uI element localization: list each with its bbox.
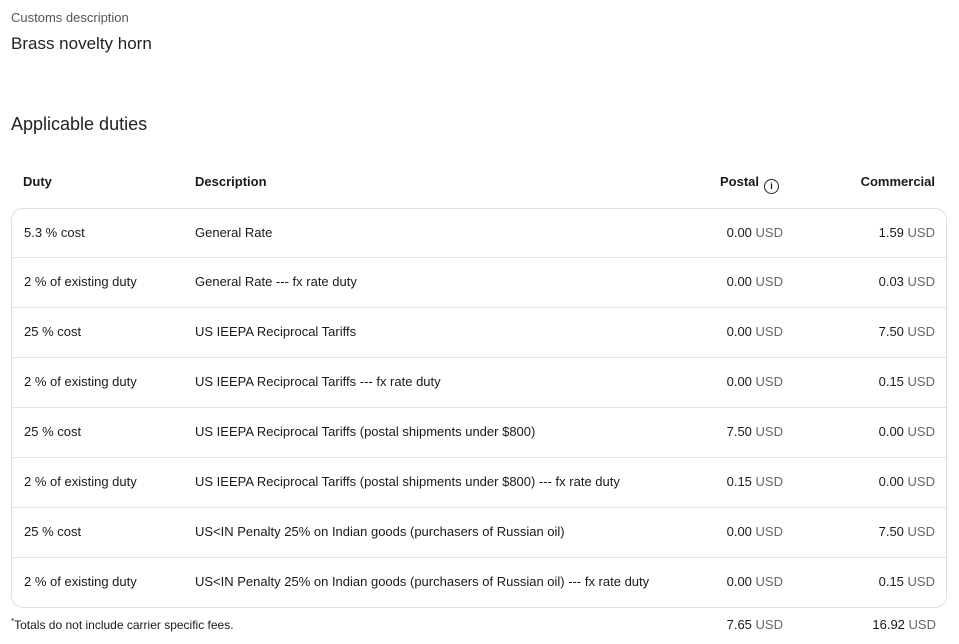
commercial-cell: 0.00 USD [879,424,935,439]
footnote-mark: * [11,617,15,626]
currency: USD [755,617,783,632]
postal-amount: 0.15 [726,474,752,489]
description-cell: US IEEPA Reciprocal Tariffs (postal ship… [195,424,536,439]
postal-cell: 7.50 USD [727,424,783,439]
currency: USD [755,374,783,389]
total-postal: 7.65 USD [727,617,783,632]
commercial-amount: 0.15 [878,574,904,589]
commercial-amount: 1.59 [878,225,904,240]
duty-cell: 25 % cost [24,424,82,439]
commercial-amount: 0.00 [878,474,904,489]
postal-amount: 0.00 [726,374,752,389]
description-cell: US IEEPA Reciprocal Tariffs (postal ship… [195,474,620,489]
footnote-text: Totals do not include carrier specific f… [14,618,234,632]
commercial-amount: 7.50 [878,524,904,539]
header-description: Description [195,174,267,189]
currency: USD [755,474,783,489]
currency: USD [907,324,935,339]
duties-table: 5.3 % cost General Rate 0.00 USD 1.59 USD 2 … [11,208,947,608]
total-postal-value: 7.65 [726,617,752,632]
currency: USD [907,424,935,439]
currency: USD [907,225,935,240]
total-commercial: 16.92 USD [872,617,936,632]
header-postal: Postal i [720,174,779,194]
postal-amount: 0.00 [726,524,752,539]
currency: USD [908,617,936,632]
postal-cell: 0.00 USD [727,324,783,339]
postal-cell: 0.00 USD [727,574,783,589]
postal-cell: 0.00 USD [727,274,783,289]
info-circle-icon[interactable]: i [764,179,779,194]
currency: USD [755,524,783,539]
description-cell: General Rate --- fx rate duty [195,274,357,289]
postal-amount: 7.50 [726,424,752,439]
postal-amount: 0.00 [726,274,752,289]
table-row: 25 % cost US IEEPA Reciprocal Tariffs (po… [12,407,946,457]
table-row: 2 % of existing duty US<IN Penalty 25% on… [12,557,946,607]
currency: USD [907,274,935,289]
table-row: 5.3 % cost General Rate 0.00 USD 1.59 USD [12,209,946,257]
commercial-cell: 0.00 USD [879,474,935,489]
postal-amount: 0.00 [726,225,752,240]
currency: USD [755,274,783,289]
table-row: 25 % cost US<IN Penalty 25% on Indian goo… [12,507,946,557]
header-commercial: Commercial [860,174,935,189]
postal-amount: 0.00 [726,574,752,589]
currency: USD [755,574,783,589]
currency: USD [907,524,935,539]
duty-cell: 2 % of existing duty [24,374,137,389]
footnote: *Totals do not include carrier specific … [11,617,234,632]
duty-cell: 25 % cost [24,324,82,339]
postal-cell: 0.00 USD [727,225,783,240]
table-row: 25 % cost US IEEPA Reciprocal Tariffs 0.00… [12,307,946,357]
header-postal-label: Postal [719,174,759,189]
commercial-cell: 1.59 USD [879,225,935,240]
description-cell: US IEEPA Reciprocal Tariffs [195,324,357,339]
postal-cell: 0.15 USD [727,474,783,489]
currency: USD [907,474,935,489]
currency: USD [907,374,935,389]
commercial-cell: 0.15 USD [879,574,935,589]
postal-cell: 0.00 USD [727,374,783,389]
description-cell: US<IN Penalty 25% on Indian goods (purch… [195,574,650,589]
table-row: 2 % of existing duty General Rate --- fx … [12,257,946,307]
currency: USD [907,574,935,589]
postal-amount: 0.00 [726,324,752,339]
table-row: 2 % of existing duty US IEEPA Reciprocal … [12,357,946,407]
total-commercial-value: 16.92 [872,617,905,632]
header-duty: Duty [23,174,52,189]
description-cell: General Rate [195,225,273,240]
duty-cell: 2 % of existing duty [24,274,137,289]
applicable-duties-heading: Applicable duties [11,114,148,134]
currency: USD [755,225,783,240]
customs-description-label: Customs description [11,10,129,25]
commercial-amount: 0.15 [878,374,904,389]
table-row: 2 % of existing duty US IEEPA Reciprocal … [12,457,946,507]
commercial-cell: 7.50 USD [879,524,935,539]
currency: USD [755,424,783,439]
table-header: Duty Description Postal i Commercial [11,174,947,194]
duty-cell: 2 % of existing duty [24,574,137,589]
description-cell: US IEEPA Reciprocal Tariffs --- fx rate … [195,374,441,389]
description-cell: US<IN Penalty 25% on Indian goods (purch… [195,524,565,539]
currency: USD [755,324,783,339]
commercial-cell: 7.50 USD [879,324,935,339]
commercial-cell: 0.03 USD [879,274,935,289]
commercial-amount: 0.03 [878,274,904,289]
customs-description-value: Brass novelty horn [11,34,152,53]
duty-cell: 2 % of existing duty [24,474,137,489]
commercial-amount: 7.50 [878,324,904,339]
postal-cell: 0.00 USD [727,524,783,539]
commercial-amount: 0.00 [878,424,904,439]
duty-cell: 25 % cost [24,524,82,539]
duty-cell: 5.3 % cost [24,225,85,240]
commercial-cell: 0.15 USD [879,374,935,389]
